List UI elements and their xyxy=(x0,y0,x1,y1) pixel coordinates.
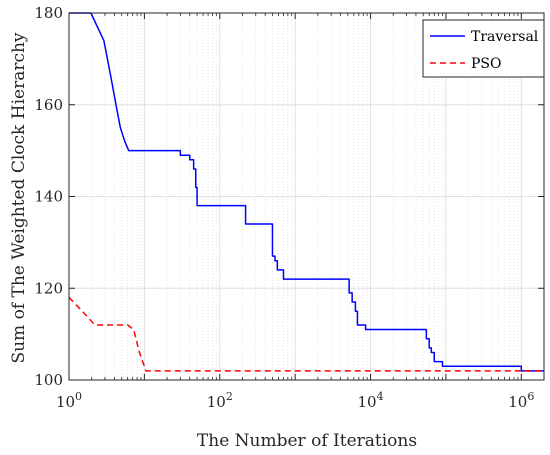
x-tick-label: 106 xyxy=(508,390,534,411)
series-line-pso xyxy=(68,296,544,372)
y-tick-labels: 100 120 140 160 180 xyxy=(34,4,63,389)
series-layer xyxy=(68,12,544,372)
x-axis-label: The Number of Iterations xyxy=(197,431,417,451)
y-tick-label: 140 xyxy=(34,188,63,206)
y-tick-label: 120 xyxy=(34,279,63,297)
legend-label-traversal: Traversal xyxy=(471,29,539,45)
x-tick-labels: 100 102 104 106 xyxy=(56,390,534,411)
legend-box xyxy=(422,19,545,78)
legend: Traversal PSO xyxy=(422,19,545,78)
y-tick-label: 160 xyxy=(34,96,63,114)
axis-ticks xyxy=(68,12,545,381)
x-tick-label: 100 xyxy=(56,390,82,411)
series-line-traversal xyxy=(69,12,544,372)
x-tick-label: 102 xyxy=(207,390,233,411)
legend-label-pso: PSO xyxy=(471,56,502,72)
y-tick-label: 180 xyxy=(34,4,63,22)
y-tick-label: 100 xyxy=(34,371,63,389)
y-axis-label: Sum of The Weighted Clock Hierarchy xyxy=(9,32,29,363)
x-tick-label: 104 xyxy=(357,390,383,411)
